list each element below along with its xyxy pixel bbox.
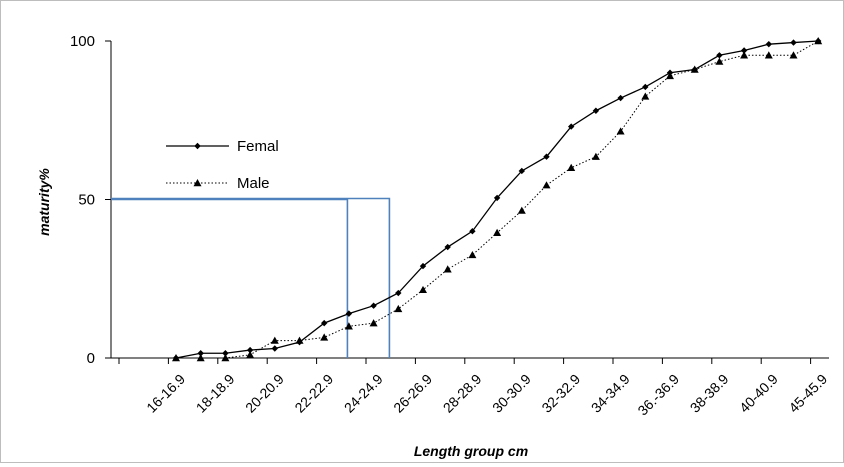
x-tick-label: 40-40.9: [736, 371, 781, 416]
data-point: [320, 333, 329, 341]
reference-lines: [111, 197, 391, 358]
data-point: [369, 319, 378, 327]
x-tick-label: 16-16.9: [143, 371, 188, 416]
x-tick-label: 32-32.9: [538, 371, 583, 416]
x-tick-label: 30-30.9: [489, 371, 534, 416]
data-point: [443, 265, 452, 273]
x-tick-label: 24-24.9: [341, 371, 386, 416]
data-point: [469, 228, 476, 235]
x-tick-label: 34-34.9: [588, 371, 633, 416]
data-point: [591, 152, 600, 160]
data-point: [715, 57, 724, 65]
data-point: [716, 52, 723, 59]
data-point: [295, 336, 304, 344]
series-male: [172, 37, 823, 362]
y-tick-label: 100: [70, 33, 95, 50]
series-femal: [172, 37, 822, 362]
data-point: [444, 243, 451, 251]
reference-line: [111, 198, 349, 358]
reference-line: [111, 197, 391, 358]
data-point: [616, 127, 625, 135]
x-tick-label: 36.-36.9: [634, 371, 682, 419]
legend-marker: [194, 142, 201, 150]
data-point: [542, 181, 551, 189]
x-axis-title: Length group cm: [414, 443, 528, 459]
data-point: [344, 322, 353, 330]
data-point: [271, 345, 278, 352]
data-point: [814, 37, 823, 45]
x-tick-label: 18-18.9: [193, 371, 238, 416]
data-point: [543, 153, 550, 160]
y-axis-title: maturity%: [36, 168, 52, 236]
data-point: [765, 40, 772, 48]
data-point: [270, 336, 279, 344]
data-point: [345, 310, 353, 317]
data-point: [790, 39, 797, 46]
x-tick-label: 26-26.9: [390, 371, 435, 416]
data-point: [493, 194, 501, 202]
data-point: [246, 350, 255, 359]
x-tick-label: 45-45.9: [785, 371, 830, 416]
data-point: [568, 123, 575, 130]
data-point: [642, 83, 649, 91]
data-point: [641, 92, 650, 100]
legend: Femal Male: [166, 138, 279, 192]
data-point: [764, 51, 773, 59]
data-point: [666, 71, 674, 80]
y-tick-label: 0: [87, 350, 95, 367]
data-point: [690, 65, 699, 73]
axes: [105, 40, 829, 364]
data-point: [246, 346, 254, 354]
y-tick-label: 50: [78, 192, 95, 209]
data-point: [518, 167, 525, 175]
x-tick-label: 20-20.9: [242, 371, 287, 416]
data-point: [592, 107, 600, 114]
data-point: [617, 94, 624, 102]
data-point: [321, 319, 328, 327]
data-point: [468, 250, 477, 259]
data-point: [222, 350, 229, 357]
data-point: [172, 354, 180, 362]
data-point: [740, 51, 749, 59]
x-tick-label: 28-28.9: [440, 371, 485, 416]
data-point: [395, 289, 402, 297]
legend-label: Femal: [237, 138, 279, 155]
x-tick-label: 38-38.9: [687, 371, 732, 416]
legend-marker: [193, 179, 202, 187]
x-tick-label: 22-22.9: [291, 371, 336, 416]
data-point: [740, 47, 748, 54]
legend-entry: Male: [166, 175, 270, 192]
data-point: [419, 262, 427, 270]
series-layer: [172, 37, 823, 362]
data-point: [197, 350, 204, 357]
data-point: [493, 228, 502, 236]
data-point: [517, 206, 526, 214]
data-point: [789, 51, 798, 59]
data-point: [394, 304, 403, 313]
data-point: [370, 302, 377, 309]
data-point: [221, 354, 230, 362]
legend-label: Male: [237, 175, 270, 192]
tick-labels: 0 50 100 16-16.9 18-18.9 20-20.9 22-22.9 24-24.…: [70, 33, 831, 418]
data-point: [567, 163, 576, 171]
data-point: [419, 285, 427, 294]
data-point: [196, 354, 205, 362]
legend-entry: Femal: [166, 138, 279, 155]
